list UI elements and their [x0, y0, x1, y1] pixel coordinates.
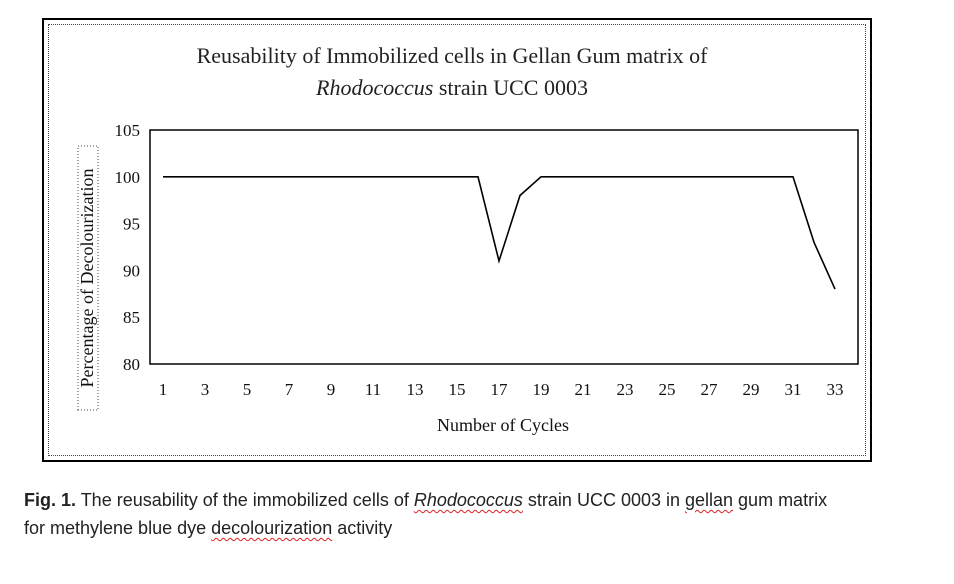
series-line: [163, 176, 836, 290]
caption-line-2: for methylene blue dye decolourization a…: [24, 514, 944, 542]
y-axis-label-group: Percentage of Decolourization: [77, 145, 99, 411]
caption-gellan: gellan: [685, 490, 734, 510]
y-tick-label: 95: [123, 215, 140, 234]
caption-genus: Rhodococcus: [413, 490, 523, 510]
x-tick-label: 25: [659, 380, 676, 399]
chart-title-genus: Rhodococcus: [315, 75, 433, 100]
caption-text-part2: strain UCC 0003 in: [522, 490, 685, 510]
chart-title-line1: Reusability of Immobilized cells in Gell…: [197, 43, 708, 68]
x-tick-label: 31: [785, 380, 802, 399]
figure-caption: Fig. 1. The reusability of the immobiliz…: [24, 486, 944, 542]
chart-frame: [42, 18, 872, 462]
y-axis-ticks: 80 85 90 95 100 105: [115, 121, 141, 374]
caption-line-1: Fig. 1. The reusability of the immobiliz…: [24, 486, 944, 514]
x-tick-label: 1: [159, 380, 168, 399]
chart-svg: Reusability of Immobilized cells in Gell…: [77, 43, 859, 435]
caption-text-part1: The reusability of the immobilized cells…: [76, 490, 414, 510]
y-axis-label: Percentage of Decolourization: [77, 169, 97, 388]
y-tick-label: 80: [123, 355, 140, 374]
x-tick-label: 7: [285, 380, 294, 399]
chart-title-strain: strain UCC 0003: [433, 75, 588, 100]
y-tick-label: 85: [123, 308, 140, 327]
y-tick-label: 90: [123, 261, 140, 280]
plot-area-border: [149, 129, 859, 365]
y-axis-label-box: [77, 145, 99, 411]
x-tick-label: 33: [827, 380, 844, 399]
x-tick-label: 9: [327, 380, 336, 399]
x-tick-label: 19: [533, 380, 550, 399]
x-tick-label: 3: [201, 380, 210, 399]
caption-text-line2-start: for methylene blue dye: [24, 518, 212, 538]
chart-frame-inner-border: [48, 24, 866, 456]
x-axis-label: Number of Cycles: [437, 415, 569, 435]
x-tick-label: 29: [743, 380, 760, 399]
x-tick-label: 15: [449, 380, 466, 399]
caption-text-part3: gum matrix: [733, 490, 828, 510]
caption-fig-label: Fig. 1.: [24, 490, 77, 510]
y-tick-label: 100: [115, 168, 141, 187]
chart-title-line2: Rhodococcus strain UCC 0003: [315, 75, 588, 100]
x-tick-label: 5: [243, 380, 252, 399]
caption-decolourization: decolourization: [211, 518, 333, 538]
x-tick-label: 17: [491, 380, 509, 399]
x-tick-label: 11: [365, 380, 381, 399]
x-axis-ticks: 1 3 5 7 9 11 13 15 17 19 21 23 25 27 29 31 33: [159, 380, 844, 399]
x-tick-label: 13: [407, 380, 424, 399]
y-tick-label: 105: [115, 121, 141, 140]
x-tick-label: 21: [575, 380, 592, 399]
caption-text-line2-end: activity: [332, 518, 393, 538]
x-tick-label: 27: [701, 380, 719, 399]
x-tick-label: 23: [617, 380, 634, 399]
